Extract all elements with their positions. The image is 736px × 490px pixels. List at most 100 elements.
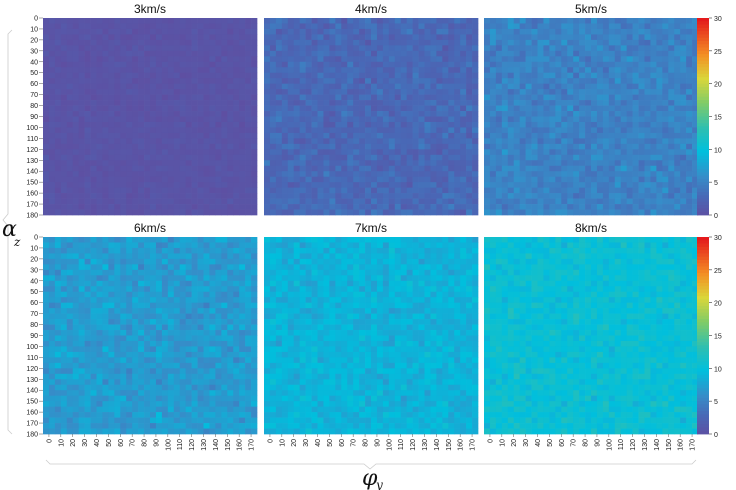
heatmap-cell — [281, 23, 289, 30]
heatmap-cell — [281, 56, 289, 63]
heatmap-cell — [227, 61, 234, 68]
heatmap-cell — [579, 143, 586, 150]
heatmap-cell — [460, 18, 467, 24]
heatmap-cell — [525, 127, 532, 134]
heatmap-cell — [144, 362, 151, 369]
heatmap-cell — [412, 132, 419, 139]
heatmap-cell — [335, 143, 342, 150]
heatmap-cell — [579, 50, 586, 57]
heatmap-cell — [567, 89, 574, 95]
heatmap-cell — [191, 346, 198, 353]
heatmap-cell — [418, 149, 425, 156]
heatmap-cell — [245, 78, 252, 85]
heatmap-cell — [167, 56, 175, 63]
heatmap-cell — [84, 357, 91, 364]
heatmap-cell — [394, 18, 402, 24]
heatmap-cell — [692, 100, 699, 106]
heatmap-cell — [150, 176, 157, 183]
heatmap-cell — [418, 56, 425, 63]
heatmap-cell — [608, 160, 616, 167]
heatmap-cell — [371, 67, 378, 74]
heatmap-cell — [555, 72, 562, 79]
heatmap-cell — [305, 83, 312, 90]
heatmap-cell — [114, 368, 121, 375]
heatmap-cell — [466, 50, 473, 57]
heatmap-cell — [448, 121, 455, 128]
heatmap-cell — [436, 61, 443, 68]
heatmap-cell — [632, 67, 639, 74]
heatmap-cell — [54, 247, 62, 254]
heatmap-cell — [388, 67, 396, 74]
heatmap-cell — [120, 100, 127, 106]
heatmap-cell — [54, 379, 62, 386]
heatmap-cell — [531, 121, 538, 128]
heatmap-cell — [114, 67, 121, 74]
heatmap-cell — [72, 100, 80, 106]
heatmap-cell — [638, 127, 645, 134]
heatmap-cell — [155, 182, 163, 188]
heatmap-cell — [150, 18, 157, 24]
heatmap-cell — [662, 89, 669, 95]
heatmap-cell — [317, 143, 324, 150]
heatmap-cell — [376, 100, 384, 106]
heatmap-cell — [448, 138, 455, 145]
heatmap-cell — [436, 127, 443, 134]
heatmap-cell — [371, 209, 378, 216]
heatmap-cell — [555, 138, 562, 145]
heatmap-cell — [60, 368, 68, 375]
heatmap-cell — [144, 72, 151, 79]
heatmap-cell — [132, 111, 139, 117]
heatmap-cell — [442, 127, 449, 134]
heatmap-cell — [602, 83, 610, 90]
heatmap-cell — [108, 18, 115, 24]
heatmap-cell — [686, 50, 693, 57]
heatmap-cell — [239, 373, 246, 380]
heatmap-cell — [555, 61, 562, 68]
heatmap-cell — [233, 39, 240, 46]
heatmap-cell — [275, 127, 283, 134]
heatmap-cell — [144, 132, 151, 139]
heatmap-cell — [472, 23, 479, 30]
heatmap-cell — [596, 132, 604, 139]
heatmap-cell — [466, 72, 473, 79]
heatmap-cell — [614, 34, 622, 41]
heatmap-cell — [120, 89, 127, 95]
heatmap-cell — [531, 23, 538, 30]
heatmap-cell — [668, 50, 675, 57]
heatmap-cell — [78, 362, 85, 369]
heatmap-cell — [335, 154, 342, 161]
heatmap-cell — [185, 390, 192, 397]
heatmap-cell — [197, 373, 204, 380]
heatmap-cell — [686, 34, 693, 41]
heatmap-cell — [66, 111, 74, 117]
heatmap-cell — [692, 165, 699, 172]
heatmap-cell — [549, 209, 556, 216]
heatmap-cell — [221, 165, 228, 172]
heatmap-cell — [680, 50, 687, 57]
heatmap-cell — [371, 50, 378, 57]
heatmap-cell — [72, 18, 80, 24]
heatmap-cell — [329, 121, 336, 128]
heatmap-cell — [573, 198, 580, 205]
heatmap-cell — [275, 111, 283, 117]
heatmap-cell — [680, 127, 687, 134]
heatmap-cell — [185, 340, 192, 347]
heatmap-cell — [185, 143, 192, 150]
heatmap-cell — [692, 193, 699, 199]
heatmap-cell — [335, 121, 342, 128]
heatmap-cell — [656, 18, 663, 24]
heatmap-cell — [341, 171, 348, 178]
heatmap-cell — [209, 330, 216, 336]
heatmap-cell — [185, 89, 192, 95]
heatmap-cell — [264, 165, 271, 172]
heatmap-cell — [293, 182, 301, 188]
heatmap-cell — [185, 395, 192, 402]
heatmap-cell — [108, 291, 115, 298]
heatmap-cell — [382, 50, 390, 57]
heatmap-cell — [132, 384, 139, 391]
heatmap-cell — [108, 83, 115, 90]
heatmap-cell — [686, 111, 693, 117]
heatmap-cell — [460, 149, 467, 156]
heatmap-cell — [102, 94, 109, 101]
heatmap-cell — [662, 72, 669, 79]
